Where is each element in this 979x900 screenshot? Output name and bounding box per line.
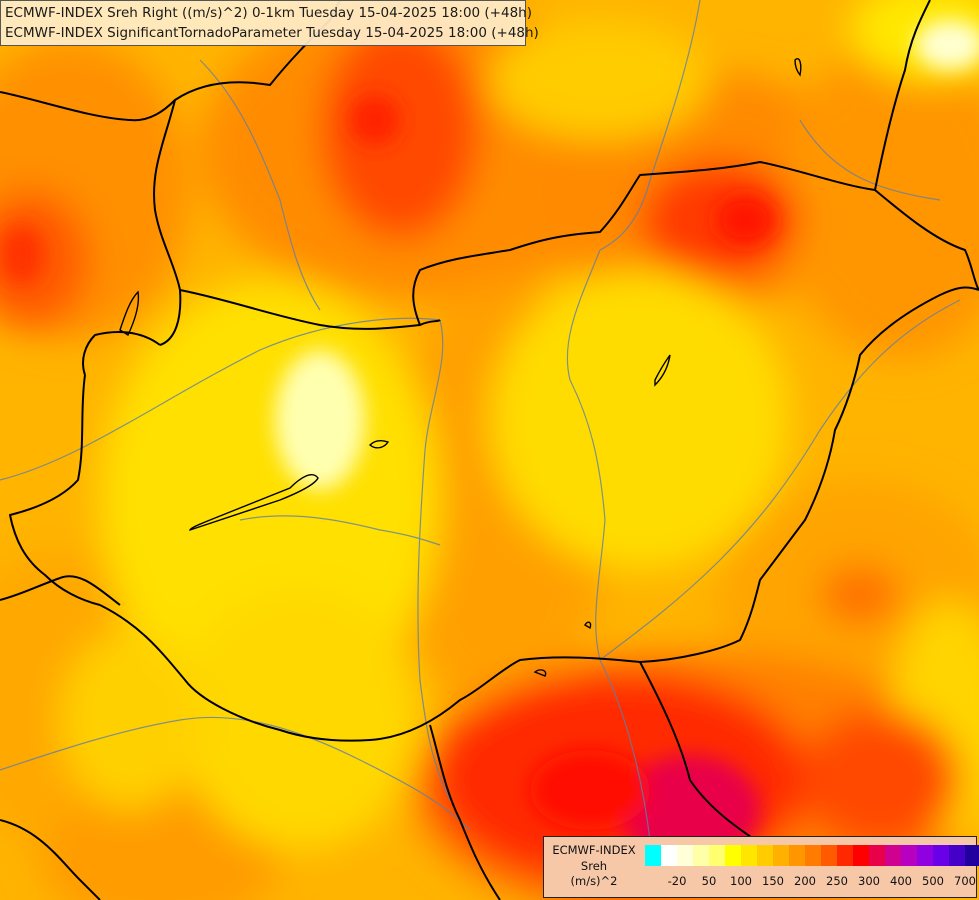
legend-tick-label: 50 xyxy=(701,874,717,888)
legend-swatch xyxy=(821,845,837,866)
legend-swatch xyxy=(917,845,933,866)
map-title-box: ECMWF-INDEX Sreh Right ((m/s)^2) 0-1km T… xyxy=(0,0,539,46)
legend-swatch xyxy=(741,845,757,866)
lakes xyxy=(119,58,802,677)
legend-swatch xyxy=(901,845,917,866)
legend-swatch xyxy=(837,845,853,866)
legend-tick-label: 300 xyxy=(858,874,880,888)
legend-swatch xyxy=(773,845,789,866)
legend-tick-label: 150 xyxy=(762,874,784,888)
title-line-stp: ECMWF-INDEX SignificantTornadoParameter … xyxy=(5,25,539,41)
legend-tick-label: 700 xyxy=(954,874,976,888)
legend-tick-label: -20 xyxy=(667,874,687,888)
legend-swatch xyxy=(757,845,773,866)
legend-swatch xyxy=(725,845,741,866)
title-line-sreh: ECMWF-INDEX Sreh Right ((m/s)^2) 0-1km T… xyxy=(5,5,532,21)
legend-swatch xyxy=(933,845,949,866)
legend-swatch xyxy=(693,845,709,866)
legend-swatch xyxy=(709,845,725,866)
legend-swatch xyxy=(661,845,677,866)
legend-swatch xyxy=(869,845,885,866)
legend-tick-label: 100 xyxy=(730,874,752,888)
color-legend: ECMWF-INDEX Sreh (m/s)^2 -20 50 100 150 200 2… xyxy=(543,836,979,898)
legend-swatch xyxy=(805,845,821,866)
legend-tick-label: 250 xyxy=(826,874,848,888)
legend-swatch xyxy=(853,845,869,866)
legend-tick-label: 400 xyxy=(890,874,912,888)
legend-color-scale xyxy=(645,845,979,866)
legend-unit: (m/s)^2 xyxy=(570,874,618,888)
legend-title: ECMWF-INDEX Sreh (m/s)^2 xyxy=(544,843,644,890)
legend-tick-label: 200 xyxy=(794,874,816,888)
legend-swatch xyxy=(789,845,805,866)
legend-swatch xyxy=(885,845,901,866)
legend-swatch xyxy=(645,845,661,866)
legend-swatch xyxy=(965,845,979,866)
legend-swatch xyxy=(677,845,693,866)
rivers xyxy=(0,0,961,841)
legend-tick-label: 500 xyxy=(922,874,944,888)
legend-swatch xyxy=(949,845,965,866)
legend-parameter: Sreh xyxy=(580,858,608,873)
legend-source: ECMWF-INDEX xyxy=(552,843,636,857)
